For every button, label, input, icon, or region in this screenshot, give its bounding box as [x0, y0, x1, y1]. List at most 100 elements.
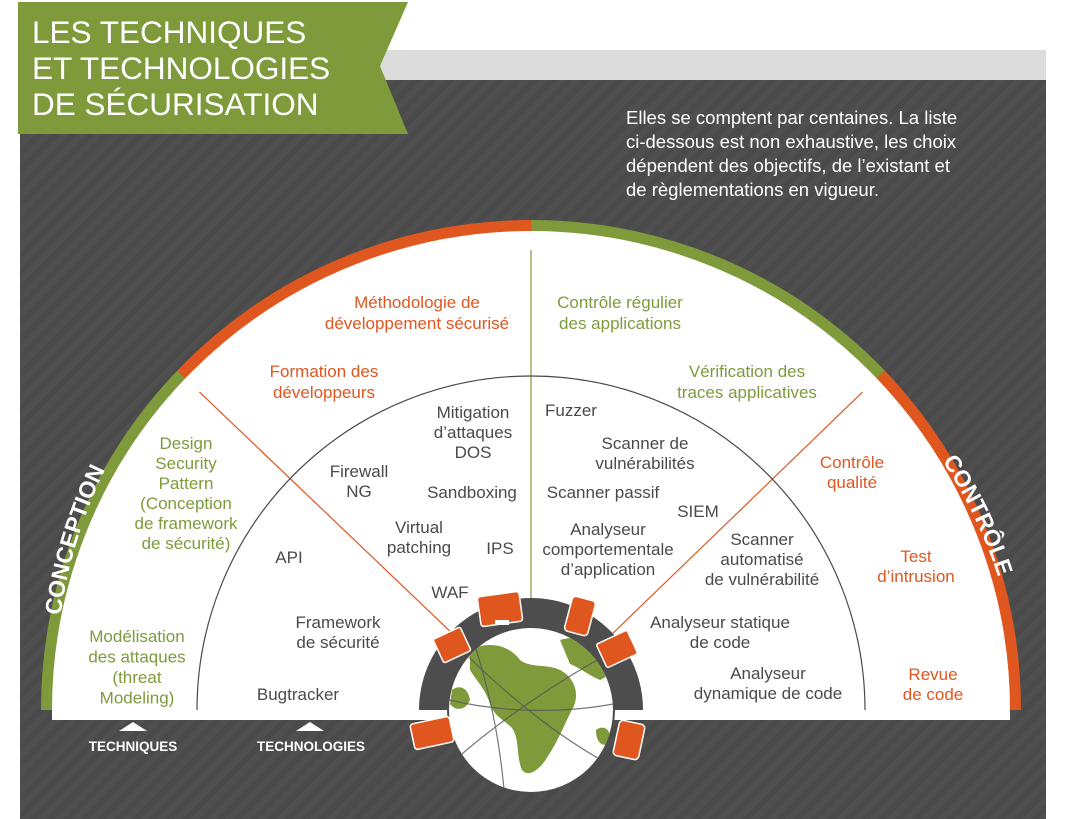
title-line-3: DE SÉCURISATION: [32, 86, 319, 122]
label-line: d’application: [561, 560, 656, 579]
label-line: Analyseur statique: [650, 613, 790, 632]
phone-icon: [612, 719, 646, 761]
label-line: patching: [387, 538, 451, 557]
label-line: dynamique de code: [694, 684, 842, 703]
label-line: Test: [900, 547, 931, 566]
label-line: DOS: [455, 443, 492, 462]
technology-api: API: [275, 548, 302, 567]
title-banner: [18, 2, 408, 134]
label-line: Modélisation: [89, 627, 184, 646]
label-line: de code: [903, 685, 964, 704]
technique-design: Design Security Pattern (Conception de frame…: [135, 434, 238, 553]
server-icon: [432, 626, 472, 664]
legend-techniques-arrow-icon: [119, 722, 147, 731]
label-line: des attaques: [88, 648, 185, 667]
label-line: IPS: [486, 539, 513, 558]
label-line: Pattern: [159, 474, 214, 493]
technology-scanner-passif: Scanner passif: [547, 483, 660, 502]
technology-virtual: Virtual patching: [387, 518, 451, 557]
label-line: Bugtracker: [257, 685, 340, 704]
label-line: comportementale: [542, 540, 673, 559]
intro-line-2: ci-dessous est non exhaustive, les choix: [626, 131, 957, 152]
device-icons: [409, 590, 646, 761]
label-line: développement sécurisé: [325, 314, 509, 333]
technique-modelisation: Modélisation des attaques (threat Modeling): [88, 627, 185, 708]
label-line: Formation des: [270, 362, 379, 381]
label-line: Design: [160, 434, 213, 453]
technology-ips: IPS: [486, 539, 513, 558]
label-line: de sécurité): [142, 534, 231, 553]
label-line: automatisé: [720, 550, 803, 569]
label-line: Scanner: [730, 530, 794, 549]
label-line: de framework: [135, 514, 238, 533]
technology-framework: Framework de sécurité: [295, 613, 381, 652]
technique-test-intrusion: Test d’intrusion: [877, 547, 955, 586]
intro-line-3: dépendent des objectifs, de l’existant e…: [626, 155, 950, 176]
technology-sandboxing: Sandboxing: [427, 483, 517, 502]
label-line: de vulnérabilité: [705, 570, 819, 589]
label-line: qualité: [827, 473, 877, 492]
technology-waf: WAF: [431, 583, 468, 602]
label-line: Vérification des: [689, 362, 805, 381]
label-line: NG: [346, 482, 372, 501]
label-line: Sandboxing: [427, 483, 517, 502]
technology-siem: SIEM: [677, 502, 719, 521]
technique-revue: Revue de code: [903, 665, 964, 704]
computer-icon: [596, 629, 638, 669]
label-line: Méthodologie de: [354, 293, 480, 312]
label-line: de code: [690, 633, 751, 652]
technology-analyseur-comport: Analyseur comportementale d’application: [542, 520, 673, 579]
label-line: (threat: [112, 668, 161, 687]
label-line: Security: [155, 454, 217, 473]
legend-techniques: TECHNIQUES: [89, 739, 178, 754]
globe-icon: [447, 626, 615, 794]
label-line: Contrôle régulier: [557, 293, 683, 312]
technology-analyseur-statique: Analyseur statique de code: [650, 613, 790, 652]
label-line: d’attaques: [434, 423, 512, 442]
technology-scanner-auto: Scanner automatisé de vulnérabilité: [705, 530, 819, 589]
technology-bugtracker: Bugtracker: [257, 685, 340, 704]
title-line-1: LES TECHNIQUES: [32, 14, 307, 50]
label-line: Modeling): [100, 689, 175, 708]
laptop-icon: [409, 715, 455, 751]
technique-controle-regulier: Contrôle régulier des applications: [557, 293, 683, 333]
label-line: développeurs: [273, 383, 375, 402]
tablet-icon: [563, 595, 597, 637]
page-title: LES TECHNIQUES ET TECHNOLOGIES DE SÉCURI…: [32, 14, 330, 122]
label-line: Mitigation: [437, 403, 510, 422]
technique-verification: Vérification des traces applicatives: [677, 362, 817, 402]
label-line: Revue: [908, 665, 957, 684]
technology-fuzzer: Fuzzer: [545, 401, 597, 420]
label-line: WAF: [431, 583, 468, 602]
label-line: des applications: [559, 314, 681, 333]
technology-firewall: Firewall NG: [330, 462, 389, 501]
label-line: API: [275, 548, 302, 567]
label-line: Virtual: [395, 518, 443, 537]
label-line: de sécurité: [296, 633, 379, 652]
label-line: d’intrusion: [877, 567, 955, 586]
intro-line-4: de règlementations en vigueur.: [626, 179, 880, 200]
title-line-2: ET TECHNOLOGIES: [32, 50, 331, 86]
dividers: [196, 250, 866, 711]
label-line: Contrôle: [820, 453, 884, 472]
label-line: Analyseur: [730, 664, 806, 683]
technique-controle-qualite: Contrôle qualité: [820, 453, 884, 492]
technology-mitigation: Mitigation d’attaques DOS: [434, 403, 512, 462]
monitor-stand-icon: [495, 620, 509, 625]
label-line: Firewall: [330, 462, 389, 481]
label-line: Scanner de: [602, 434, 689, 453]
label-line: Analyseur: [570, 520, 646, 539]
label-line: SIEM: [677, 502, 719, 521]
label-line: Framework: [295, 613, 381, 632]
legend-technologies: TECHNOLOGIES: [257, 739, 365, 754]
legend-technologies-arrow-icon: [296, 722, 324, 731]
label-line: vulnérabilités: [595, 454, 694, 473]
label-line: traces applicatives: [677, 383, 817, 402]
label-line: Fuzzer: [545, 401, 597, 420]
technology-analyseur-dynamique: Analyseur dynamique de code: [694, 664, 842, 703]
label-line: (Conception: [140, 494, 232, 513]
technology-scanner-vuln: Scanner de vulnérabilités: [595, 434, 694, 473]
intro-text: Elles se comptent par centaines. La list…: [626, 106, 1026, 202]
intro-line-1: Elles se comptent par centaines. La list…: [626, 107, 958, 128]
